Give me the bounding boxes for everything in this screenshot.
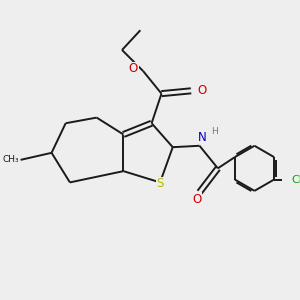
Text: S: S (156, 177, 164, 190)
Text: CH₃: CH₃ (3, 155, 19, 164)
Text: O: O (197, 84, 206, 97)
Text: O: O (129, 62, 138, 75)
Text: H: H (211, 127, 217, 136)
Text: Cl: Cl (292, 175, 300, 184)
Text: N: N (198, 131, 207, 144)
Text: O: O (193, 193, 202, 206)
